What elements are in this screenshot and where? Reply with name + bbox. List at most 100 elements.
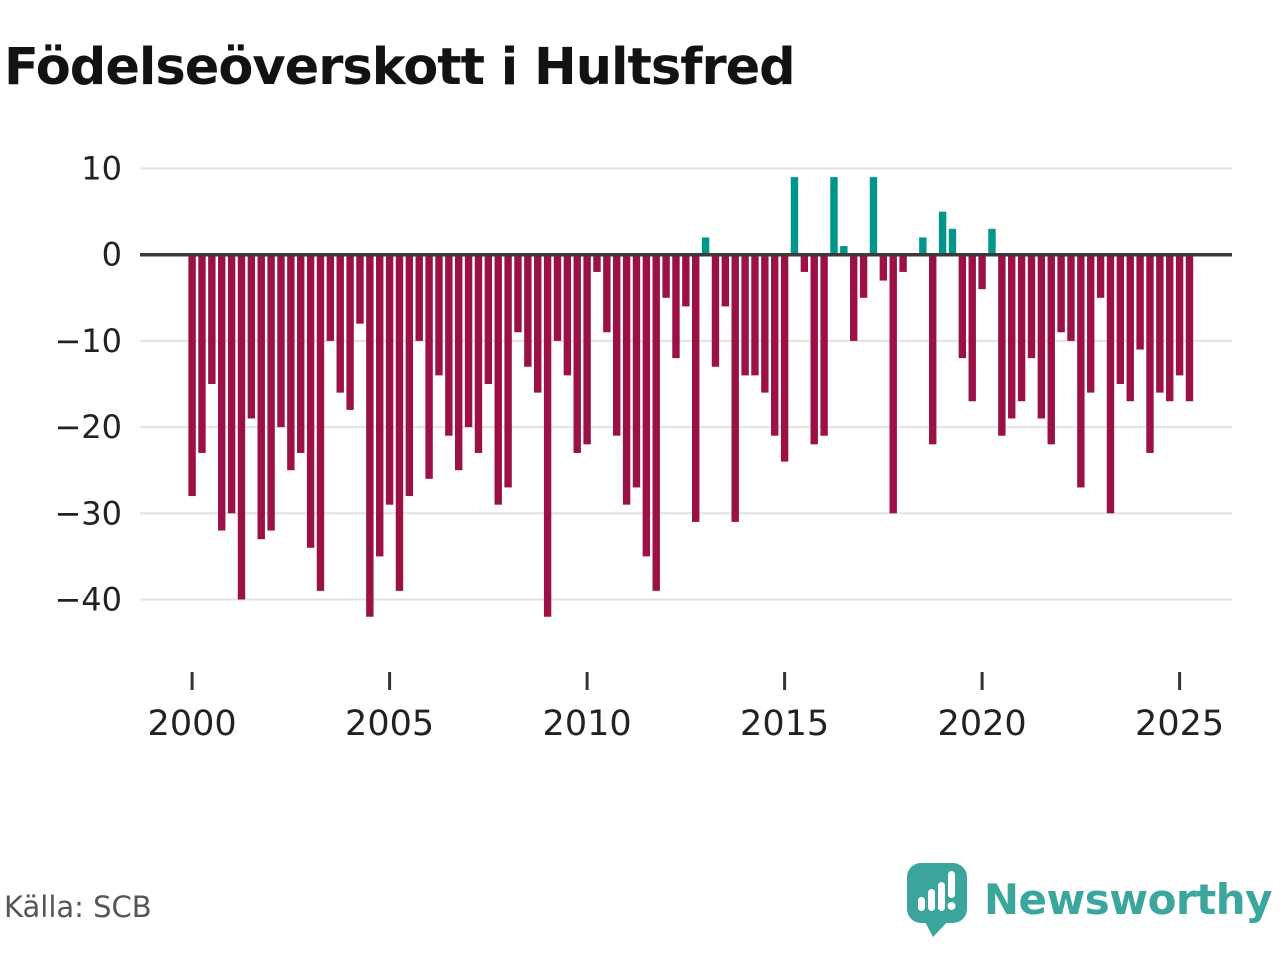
logo-exclamation-stem: [947, 871, 955, 898]
bar-Q2-2011: [632, 254, 641, 488]
bar-Q3-2014: [761, 254, 769, 393]
bar-Q4-2023: [1126, 254, 1134, 402]
bar-Q4-2012: [692, 254, 700, 522]
logo-bubble-tail: [922, 918, 951, 937]
newsworthy-logo-icon: [906, 863, 967, 937]
x-tick-label: 2015: [740, 704, 829, 744]
brand-name: Newsworthy: [983, 874, 1273, 924]
bar-Q4-2018: [929, 254, 937, 445]
bar-Q3-2006: [445, 254, 453, 436]
source-note: Källa: SCB: [4, 890, 152, 924]
bar-Q3-2010: [603, 254, 611, 333]
bar-Q1-2015: [780, 254, 789, 462]
bar-Q2-2010: [593, 254, 601, 272]
bar-Q3-2004: [366, 254, 374, 617]
bar-Q3-2016: [840, 246, 848, 255]
bar-Q2-2023: [1106, 254, 1115, 514]
bar-Q1-2003: [306, 254, 315, 548]
x-tick-label: 2010: [543, 704, 632, 744]
bar-Q3-2020: [998, 254, 1006, 436]
bar-Q1-2005: [385, 254, 394, 505]
bar-Q3-2000: [208, 254, 216, 384]
bar-Q1-2014: [741, 254, 749, 376]
bar-Q2-2003: [316, 254, 325, 591]
bar-Q1-2010: [583, 254, 591, 445]
logo-bubble: [906, 863, 967, 923]
x-tick-label: 2005: [345, 704, 434, 744]
bar-Q4-2021: [1047, 254, 1055, 445]
x-tick-label: 2025: [1135, 704, 1224, 744]
bar-Q1-2018: [899, 254, 907, 272]
bar-Q1-2007: [464, 254, 473, 428]
bar-Q1-2023: [1096, 254, 1105, 298]
y-tick-label: −20: [54, 408, 122, 446]
bar-Q1-2020: [978, 254, 986, 290]
bar-Q4-2020: [1008, 254, 1016, 419]
y-axis-tick-labels: 10 0 −10 −20 −30 −40: [54, 150, 122, 619]
y-tick-label: −10: [54, 322, 122, 360]
bar-Q1-2017: [859, 254, 868, 298]
bar-Q2-2013: [711, 254, 720, 367]
y-tick-label: −30: [54, 494, 122, 532]
bar-Q4-2017: [889, 254, 897, 514]
bar-Q1-2016: [820, 254, 828, 436]
bar-Q1-2006: [425, 254, 433, 479]
bar-Q1-2012: [662, 254, 670, 298]
x-tick-label: 2000: [148, 704, 237, 744]
bar-Q4-2011: [652, 254, 660, 591]
bar-Q1-2019: [938, 211, 947, 255]
bar-Q4-2005: [415, 254, 423, 341]
bar-Q4-2004: [376, 254, 384, 557]
bar-Q4-2009: [573, 254, 581, 453]
bar-Q3-2018: [919, 237, 927, 255]
bar-Q3-2021: [1037, 254, 1046, 419]
bar-Q2-2006: [435, 254, 443, 376]
bar-Q4-2010: [613, 254, 621, 436]
bar-Q2-2017: [869, 177, 878, 255]
x-axis-tick-labels: 2000 2005 2010 2015 2020 2025: [148, 672, 1224, 744]
bar-Q4-2006: [455, 254, 463, 471]
bar-Q2-2009: [553, 254, 562, 341]
bar-Q3-2003: [326, 254, 335, 341]
bar-Q3-2001: [247, 254, 256, 419]
bar-Q1-2021: [1017, 254, 1026, 402]
logo-bar: [917, 897, 925, 911]
bar-Q2-2004: [356, 254, 364, 324]
bar-Q3-2005: [405, 254, 414, 497]
page-title: Födelseöverskott i Hultsfred: [4, 38, 796, 97]
bar-Q2-2012: [672, 254, 680, 359]
bar-Q4-2024: [1166, 254, 1174, 402]
x-tick-label: 2020: [938, 704, 1027, 744]
bar-Q2-2007: [474, 254, 483, 453]
bar-Q2-2015: [790, 177, 799, 255]
newsworthy-branding: Newsworthy: [906, 860, 1273, 938]
bar-Q1-2001: [227, 254, 236, 514]
bar-Q3-2008: [524, 254, 532, 367]
bar-Q2-2001: [237, 254, 246, 600]
y-tick-label: 0: [102, 236, 122, 274]
bar-Q4-2015: [810, 254, 818, 445]
bar-Q3-2023: [1116, 254, 1125, 384]
bar-Q1-2013: [701, 237, 710, 255]
bar-Q3-2009: [563, 254, 572, 376]
bar-Q2-2025: [1185, 254, 1194, 402]
bar-Q4-2016: [850, 254, 858, 341]
bar-Q3-2015: [800, 254, 809, 272]
bar-Q4-2019: [968, 254, 976, 402]
bar-Q1-2011: [622, 254, 631, 505]
bar-Q3-2024: [1156, 254, 1164, 393]
logo-exclamation-dot: [947, 902, 956, 910]
bar-Q2-2021: [1027, 254, 1036, 359]
bar-Q2-2005: [395, 254, 404, 591]
bar-Q4-2002: [297, 254, 305, 453]
y-tick-label: −40: [54, 581, 122, 619]
bar-Q1-2008: [504, 254, 512, 488]
bar-Q3-2019: [958, 254, 967, 359]
bar-Q1-2004: [346, 254, 354, 410]
bar-Q2-2008: [514, 254, 522, 333]
bar-Q2-2014: [751, 254, 759, 376]
bar-Q3-2012: [682, 254, 690, 307]
bar-Q3-2022: [1077, 254, 1085, 488]
logo-bar: [937, 882, 945, 911]
bar-Q4-2001: [257, 254, 265, 540]
